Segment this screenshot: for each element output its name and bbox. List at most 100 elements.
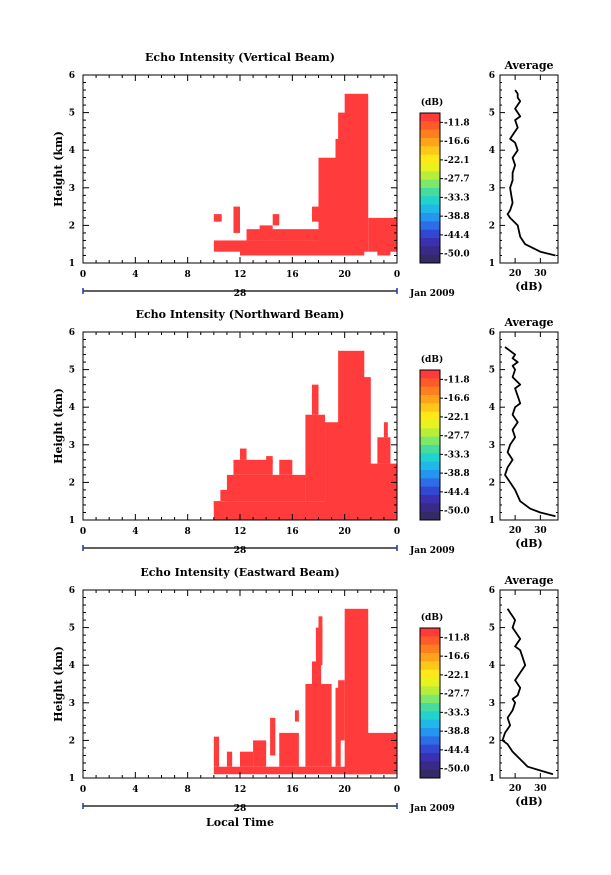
y-tick-label: 1: [69, 774, 75, 784]
colorbar-segment: [420, 703, 440, 712]
avg-x-tick-label: 20: [509, 784, 522, 794]
chart-title: Echo Intensity (Vertical Beam): [145, 51, 335, 64]
colorbar-segment: [420, 453, 440, 463]
echo-cell: [270, 717, 276, 756]
colorbar-frame: [419, 627, 441, 779]
x-tick-label: 0: [394, 270, 400, 280]
colorbar-segment: [420, 229, 440, 239]
colorbar-segment: [420, 470, 440, 479]
average-title: Average: [503, 59, 553, 72]
echo-cell: [226, 474, 306, 502]
colorbar-label: -22.1: [444, 156, 470, 166]
panel-2: Echo Intensity (Northward Beam)123456Hei…: [52, 308, 559, 556]
colorbar-segment: [420, 495, 440, 504]
echo-cell: [344, 93, 369, 252]
colorbar-label: -27.7: [444, 432, 470, 442]
echo-cell: [213, 214, 222, 222]
echo-cell: [305, 414, 326, 502]
colorbar-segment: [420, 478, 440, 488]
average-line: [506, 89, 556, 257]
colorbar-segment: [420, 370, 440, 379]
colorbar-frame: [419, 112, 441, 264]
x-tick-label: 12: [234, 785, 247, 795]
colorbar-segment: [420, 254, 440, 264]
x-tick-label: 0: [394, 527, 400, 537]
chart-title: Echo Intensity (Northward Beam): [136, 308, 345, 321]
month-label: Jan 2009: [409, 546, 455, 556]
colorbar-segment: [420, 436, 440, 446]
colorbar-segment: [420, 719, 440, 729]
echo-cell: [240, 448, 247, 460]
colorbar-segment: [420, 694, 440, 704]
avg-y-tick-label: 6: [489, 328, 495, 338]
avg-y-tick-label: 6: [489, 71, 495, 81]
avg-x-tick-label: 30: [534, 269, 547, 279]
x-tick-label: 8: [185, 527, 191, 537]
y-tick-label: 1: [69, 516, 75, 526]
avg-x-tick-label: 30: [534, 526, 547, 536]
colorbar-label: -44.4: [444, 488, 470, 498]
colorbar-label: -38.8: [444, 727, 470, 737]
echo-cell: [377, 437, 391, 464]
month-label: Jan 2009: [409, 804, 455, 814]
echo-cell: [318, 616, 323, 647]
x-tick-label: 20: [338, 785, 351, 795]
echo-cells: [213, 608, 397, 775]
colorbar-segment: [420, 669, 440, 679]
y-tick-label: 6: [69, 71, 75, 81]
panel-3: Echo Intensity (Eastward Beam)123456Heig…: [52, 566, 559, 829]
echo-cell: [253, 740, 267, 767]
x-tick-label: 4: [132, 785, 138, 795]
colorbar-label: -38.8: [444, 212, 470, 222]
avg-y-tick-label: 5: [489, 109, 495, 119]
y-tick-label: 4: [69, 403, 75, 413]
y-tick-label: 6: [69, 586, 75, 596]
colorbar-label: -38.8: [444, 469, 470, 479]
colorbar-label: -50.0: [444, 250, 470, 260]
chart-title: Echo Intensity (Eastward Beam): [140, 566, 339, 579]
average-frame: [499, 331, 559, 521]
y-tick-label: 4: [69, 661, 75, 671]
colorbar: [420, 628, 440, 779]
colorbar-unit: (dB): [421, 612, 443, 623]
colorbar-segment: [420, 486, 440, 496]
echo-cell: [213, 501, 221, 509]
x-tick-label: 12: [234, 270, 247, 280]
colorbar-label: -16.6: [444, 652, 470, 662]
x-tick-label: 16: [286, 270, 299, 280]
echo-cell: [279, 459, 293, 475]
echo-cell: [279, 732, 299, 767]
x-tick-label: 0: [80, 527, 86, 537]
colorbar-segment: [420, 221, 440, 231]
average-profile: Average 1 2 3 4 5 6 20 30(dB): [489, 574, 559, 808]
average-line: [501, 608, 554, 776]
colorbar-segment: [420, 411, 440, 421]
colorbar-segment: [420, 171, 440, 181]
colorbar-segment: [420, 403, 440, 413]
y-tick-label: 3: [69, 184, 75, 194]
colorbar-segment: [420, 196, 440, 206]
colorbar-segment: [420, 736, 440, 746]
colorbar-segment: [420, 378, 440, 388]
echo-cell: [213, 736, 220, 767]
colorbar-label: -50.0: [444, 507, 470, 517]
x-tick-label: 8: [185, 270, 191, 280]
avg-y-tick-label: 4: [489, 661, 495, 671]
colorbar-label: -16.6: [444, 137, 470, 147]
colorbar-segment: [420, 678, 440, 687]
echo-cell: [240, 751, 254, 767]
echo-cell: [335, 138, 340, 218]
echo-cell: [233, 206, 240, 233]
colorbar-label: -11.8: [444, 375, 470, 385]
echo-cell: [226, 751, 233, 767]
echo-cells: [213, 93, 397, 256]
avg-x-axis-label: (dB): [515, 280, 542, 293]
colorbar-unit: (dB): [421, 97, 443, 108]
colorbar: [420, 113, 440, 264]
colorbar-segment: [420, 628, 440, 637]
colorbar-segment: [420, 511, 440, 521]
avg-y-tick-label: 1: [489, 516, 495, 526]
colorbar-segment: [420, 146, 440, 156]
colorbar-segment: [420, 238, 440, 247]
echo-cell: [220, 489, 234, 502]
